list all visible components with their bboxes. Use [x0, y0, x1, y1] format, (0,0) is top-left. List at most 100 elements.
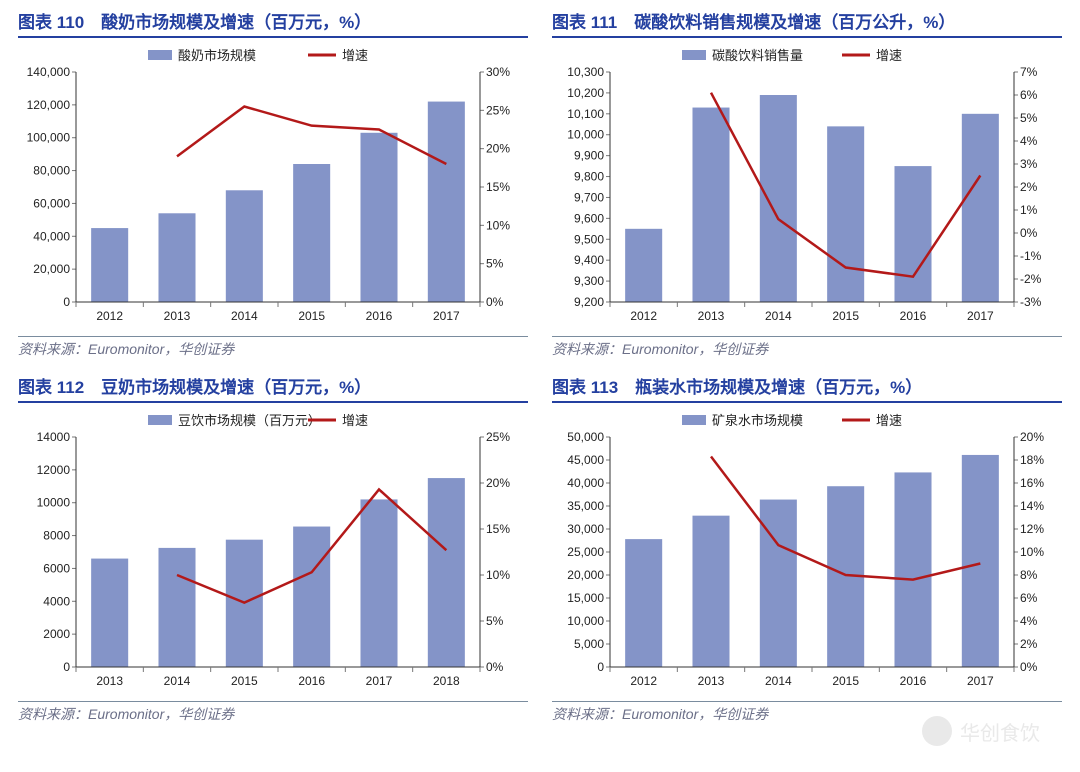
svg-text:9,400: 9,400	[574, 253, 604, 267]
svg-text:50,000: 50,000	[567, 430, 604, 444]
svg-text:16%: 16%	[1020, 476, 1044, 490]
svg-text:30,000: 30,000	[567, 522, 604, 536]
chart-cell-110: 图表 110 酸奶市场规模及增速（百万元，%）020,00040,00060,0…	[18, 8, 528, 359]
chart-cell-112: 图表 112 豆奶市场规模及增速（百万元，%）02000400060008000…	[18, 373, 528, 724]
svg-text:0%: 0%	[486, 660, 504, 674]
svg-text:20%: 20%	[1020, 430, 1044, 444]
bar	[625, 229, 662, 302]
svg-text:9,200: 9,200	[574, 295, 604, 309]
svg-text:3%: 3%	[1020, 157, 1038, 171]
svg-text:20,000: 20,000	[33, 262, 70, 276]
source-text: 资料来源：Euromonitor，华创证券	[18, 336, 528, 359]
svg-text:0: 0	[597, 660, 604, 674]
chart-title: 图表 113 瓶装水市场规模及增速（百万元，%）	[552, 373, 1062, 403]
svg-text:4%: 4%	[1020, 614, 1038, 628]
svg-text:6000: 6000	[43, 561, 70, 575]
svg-text:30%: 30%	[486, 65, 510, 79]
svg-text:豆饮市场规模（百万元）: 豆饮市场规模（百万元）	[178, 413, 321, 428]
svg-text:2013: 2013	[698, 309, 725, 323]
source-text: 资料来源：Euromonitor，华创证券	[552, 701, 1062, 724]
svg-text:5,000: 5,000	[574, 637, 604, 651]
svg-text:4%: 4%	[1020, 134, 1038, 148]
svg-text:-2%: -2%	[1020, 272, 1042, 286]
svg-text:2014: 2014	[765, 309, 792, 323]
svg-text:10%: 10%	[486, 568, 510, 582]
svg-text:矿泉水市场规模: 矿泉水市场规模	[712, 413, 803, 428]
svg-text:10%: 10%	[486, 218, 510, 232]
svg-text:40,000: 40,000	[567, 476, 604, 490]
svg-text:增速: 增速	[876, 48, 902, 63]
svg-text:2014: 2014	[164, 674, 191, 688]
bar	[894, 166, 931, 302]
svg-text:25%: 25%	[486, 430, 510, 444]
svg-text:20,000: 20,000	[567, 568, 604, 582]
bar	[91, 228, 128, 302]
svg-text:2%: 2%	[1020, 180, 1038, 194]
svg-text:10,000: 10,000	[567, 614, 604, 628]
svg-text:120,000: 120,000	[27, 98, 71, 112]
svg-text:5%: 5%	[1020, 111, 1038, 125]
svg-text:2%: 2%	[1020, 637, 1038, 651]
svg-text:9,500: 9,500	[574, 232, 604, 246]
bar	[293, 527, 330, 667]
bar	[894, 472, 931, 667]
svg-text:酸奶市场规模: 酸奶市场规模	[178, 48, 256, 63]
svg-text:5%: 5%	[486, 257, 504, 271]
svg-text:-1%: -1%	[1020, 249, 1042, 263]
svg-text:5%: 5%	[486, 614, 504, 628]
svg-text:45,000: 45,000	[567, 453, 604, 467]
svg-text:20%: 20%	[486, 142, 510, 156]
bar	[625, 539, 662, 667]
svg-text:2015: 2015	[298, 309, 325, 323]
chart-title: 图表 110 酸奶市场规模及增速（百万元，%）	[18, 8, 528, 38]
svg-text:9,800: 9,800	[574, 170, 604, 184]
svg-text:140,000: 140,000	[27, 65, 71, 79]
svg-text:0%: 0%	[486, 295, 504, 309]
bar	[91, 559, 128, 667]
source-text: 资料来源：Euromonitor，华创证券	[552, 336, 1062, 359]
svg-text:10,000: 10,000	[567, 128, 604, 142]
svg-text:8%: 8%	[1020, 568, 1038, 582]
svg-text:8000: 8000	[43, 529, 70, 543]
svg-text:0: 0	[63, 295, 70, 309]
svg-text:2013: 2013	[96, 674, 123, 688]
bar	[962, 455, 999, 667]
svg-text:2015: 2015	[231, 674, 258, 688]
svg-text:2017: 2017	[366, 674, 393, 688]
svg-text:60,000: 60,000	[33, 196, 70, 210]
bar	[226, 190, 263, 302]
svg-text:14000: 14000	[37, 430, 71, 444]
bar	[692, 516, 729, 667]
svg-text:2016: 2016	[298, 674, 325, 688]
svg-text:2012: 2012	[630, 674, 657, 688]
svg-text:25%: 25%	[486, 103, 510, 117]
svg-text:4000: 4000	[43, 594, 70, 608]
svg-text:0%: 0%	[1020, 226, 1038, 240]
svg-text:12%: 12%	[1020, 522, 1044, 536]
source-text: 资料来源：Euromonitor，华创证券	[18, 701, 528, 724]
svg-text:0: 0	[63, 660, 70, 674]
svg-text:15%: 15%	[486, 180, 510, 194]
bar	[827, 126, 864, 302]
svg-text:9,300: 9,300	[574, 274, 604, 288]
bar	[962, 114, 999, 302]
svg-text:1%: 1%	[1020, 203, 1038, 217]
svg-text:2018: 2018	[433, 674, 460, 688]
svg-text:碳酸饮料销售量: 碳酸饮料销售量	[712, 48, 803, 63]
svg-text:9,900: 9,900	[574, 149, 604, 163]
chart-plot: 9,2009,3009,4009,5009,6009,7009,8009,900…	[552, 44, 1062, 332]
svg-text:2012: 2012	[96, 309, 123, 323]
bar	[760, 500, 797, 667]
chart-plot: 020,00040,00060,00080,000100,000120,0001…	[18, 44, 528, 332]
svg-text:2015: 2015	[832, 309, 859, 323]
bar	[293, 164, 330, 302]
svg-text:6%: 6%	[1020, 88, 1038, 102]
svg-text:10,300: 10,300	[567, 65, 604, 79]
bar	[158, 548, 195, 667]
svg-text:7%: 7%	[1020, 65, 1038, 79]
svg-text:2015: 2015	[832, 674, 859, 688]
svg-text:15%: 15%	[486, 522, 510, 536]
svg-text:10%: 10%	[1020, 545, 1044, 559]
svg-text:2017: 2017	[967, 674, 994, 688]
svg-text:9,600: 9,600	[574, 211, 604, 225]
